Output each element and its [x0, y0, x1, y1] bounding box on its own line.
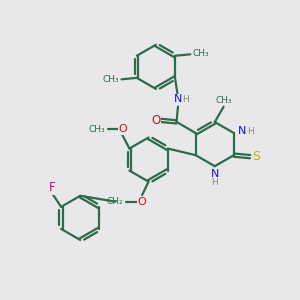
Text: H: H	[182, 95, 189, 104]
Text: CH₃: CH₃	[103, 75, 119, 84]
Text: O: O	[118, 124, 127, 134]
Text: H: H	[212, 178, 218, 187]
Text: N: N	[238, 126, 246, 136]
Text: O: O	[138, 197, 146, 207]
Text: F: F	[49, 182, 56, 194]
Text: O: O	[151, 114, 160, 127]
Text: CH₃: CH₃	[193, 49, 209, 58]
Text: S: S	[253, 150, 261, 163]
Text: N: N	[211, 169, 219, 179]
Text: CH₃: CH₃	[215, 96, 232, 105]
Text: H: H	[248, 127, 254, 136]
Text: CH₃: CH₃	[88, 124, 105, 134]
Text: N: N	[173, 94, 182, 104]
Text: CH₂: CH₂	[107, 197, 124, 206]
